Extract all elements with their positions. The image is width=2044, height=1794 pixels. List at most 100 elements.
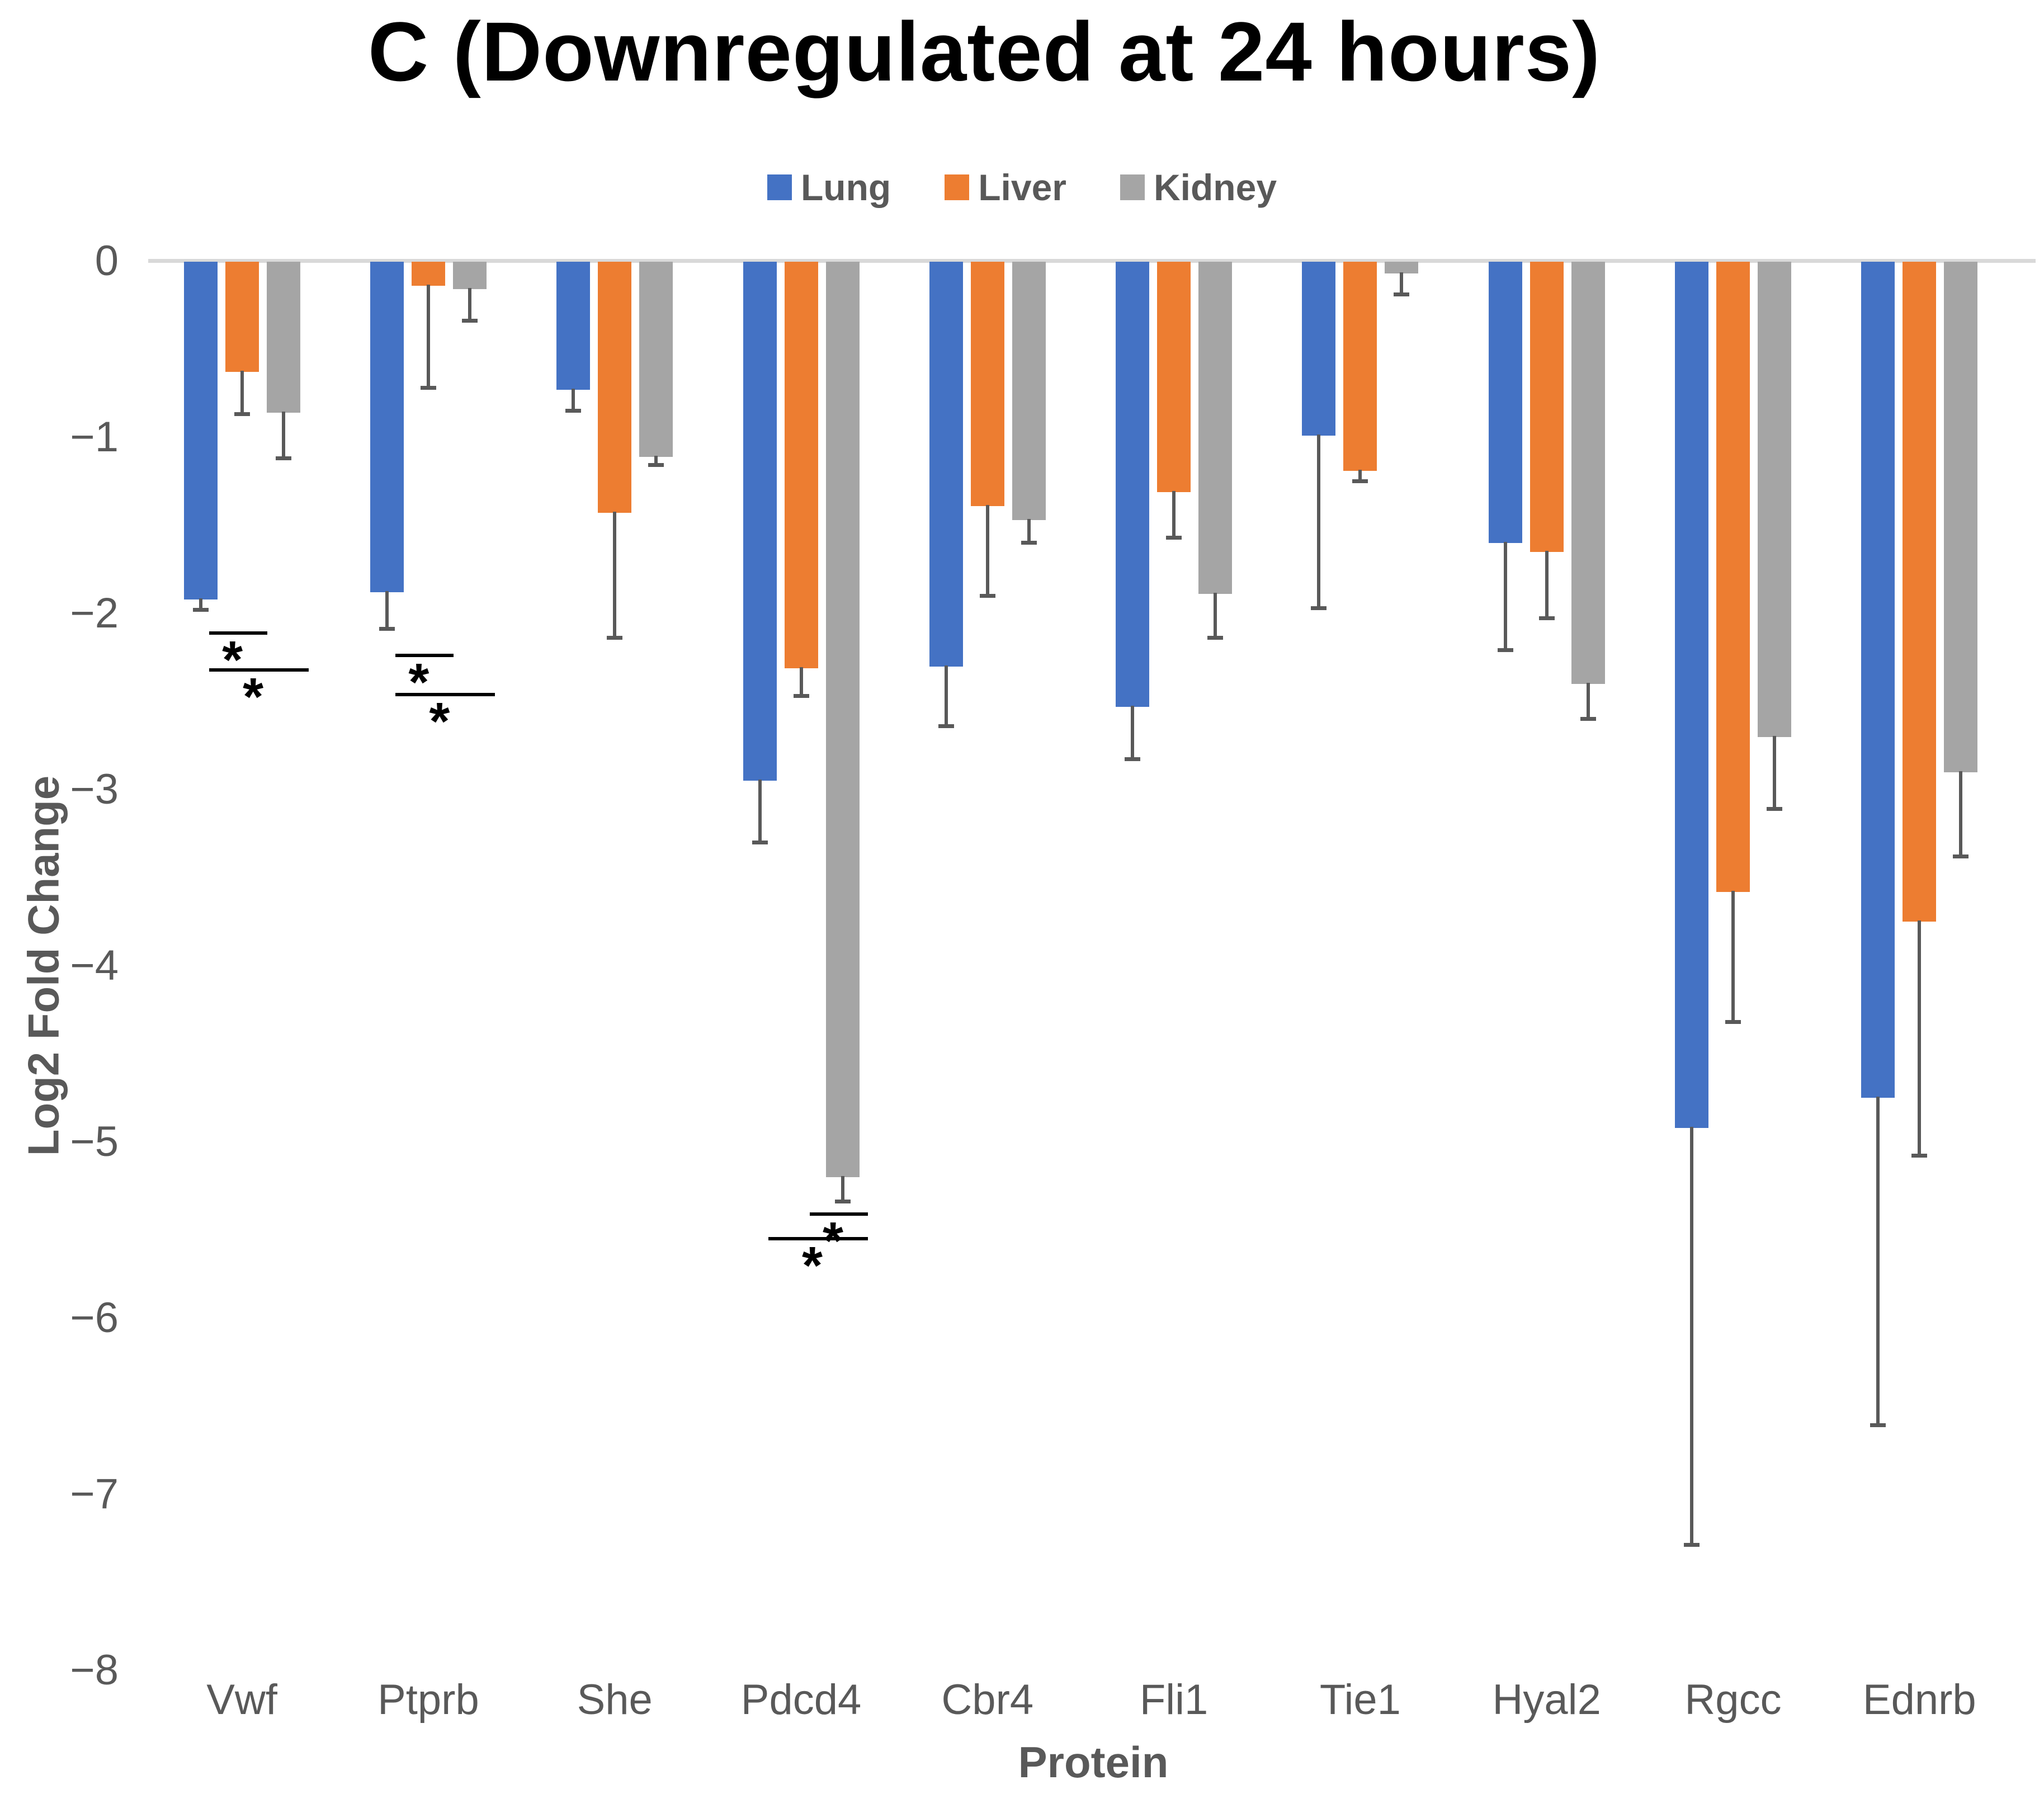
error-bar-cap-liver-ednrb — [1911, 1154, 1928, 1158]
y-tick-label-0: 0 — [95, 237, 119, 285]
bar-lung-vwf — [183, 262, 218, 599]
error-bar-kidney-she — [654, 456, 658, 465]
error-bar-cap-liver-tie1 — [1352, 479, 1368, 483]
error-bar-cap-kidney-tie1 — [1394, 292, 1410, 296]
error-bar-cap-lung-vwf — [192, 608, 209, 612]
bar-kidney-cbr4 — [1012, 262, 1046, 520]
significance-bracket-3 — [395, 654, 454, 657]
error-bar-cap-kidney-fli1 — [1207, 636, 1224, 640]
error-bar-cap-kidney-rgcc — [1767, 807, 1782, 811]
error-bar-cap-lung-tie1 — [1311, 606, 1327, 610]
error-bar-lung-she — [572, 389, 575, 411]
error-bar-cap-kidney-vwf — [275, 456, 291, 460]
bar-kidney-ednrb — [1944, 262, 1978, 772]
error-bar-liver-vwf — [240, 371, 244, 414]
legend-swatch-kidney — [1120, 174, 1145, 200]
error-bar-cap-liver-rgcc — [1725, 1020, 1741, 1024]
error-bar-liver-rgcc — [1731, 891, 1735, 1022]
bar-lung-cbr4 — [929, 262, 963, 667]
bar-liver-cbr4 — [970, 262, 1004, 506]
error-bar-kidney-hyal2 — [1586, 683, 1590, 719]
bar-kidney-pdcd4 — [825, 262, 860, 1177]
error-bar-lung-hyal2 — [1503, 542, 1507, 650]
bar-liver-she — [598, 262, 632, 513]
error-bar-liver-tie1 — [1358, 470, 1362, 481]
error-bar-lung-cbr4 — [944, 665, 948, 726]
significance-bracket-4 — [395, 693, 495, 696]
error-bar-cap-lung-rgcc — [1684, 1543, 1700, 1547]
significance-star-1: * — [222, 630, 243, 690]
bar-kidney-vwf — [266, 262, 300, 413]
significance-star-3: * — [408, 653, 429, 712]
bar-kidney-ptprb — [452, 262, 487, 289]
error-bar-liver-cbr4 — [985, 505, 989, 596]
error-bar-cap-liver-pdcd4 — [793, 694, 809, 698]
x-tick-label-tie1: Tie1 — [1319, 1676, 1401, 1724]
bar-lung-ptprb — [370, 262, 404, 592]
bar-lung-ednrb — [1861, 262, 1895, 1098]
error-bar-cap-liver-she — [607, 636, 623, 640]
x-tick-label-pdcd4: Pdcd4 — [740, 1676, 862, 1724]
y-tick-label--6: −6 — [70, 1294, 119, 1342]
error-bar-kidney-vwf — [281, 412, 285, 459]
legend-item-kidney: Kidney — [1120, 166, 1277, 209]
error-bar-liver-fli1 — [1172, 491, 1176, 538]
zero-baseline — [148, 259, 2036, 263]
bar-kidney-tie1 — [1385, 262, 1419, 273]
bar-liver-fli1 — [1157, 262, 1191, 492]
error-bar-lung-tie1 — [1317, 435, 1321, 608]
x-axis-title: Protein — [1018, 1738, 1169, 1787]
error-bar-lung-ednrb — [1876, 1097, 1880, 1425]
error-bar-cap-liver-vwf — [234, 412, 250, 416]
error-bar-lung-vwf — [199, 598, 202, 610]
bar-liver-ednrb — [1903, 262, 1937, 922]
error-bar-lung-fli1 — [1131, 706, 1135, 759]
significance-star-4: * — [429, 692, 450, 751]
bar-liver-rgcc — [1716, 262, 1750, 892]
error-bar-kidney-ednrb — [1959, 771, 1963, 857]
bar-lung-rgcc — [1675, 262, 1708, 1128]
error-bar-kidney-fli1 — [1214, 593, 1217, 638]
error-bar-kidney-tie1 — [1400, 272, 1404, 295]
legend-label-liver: Liver — [978, 167, 1066, 208]
error-bar-cap-liver-hyal2 — [1538, 616, 1555, 620]
x-tick-label-rgcc: Rgcc — [1684, 1676, 1782, 1724]
significance-star-6: * — [802, 1236, 823, 1295]
error-bar-lung-rgcc — [1690, 1127, 1693, 1545]
error-bar-cap-kidney-ptprb — [461, 319, 478, 323]
significance-bracket-1 — [209, 631, 267, 635]
legend-label-lung: Lung — [800, 167, 891, 208]
bar-lung-she — [556, 262, 591, 390]
legend-swatch-lung — [767, 174, 792, 200]
error-bar-cap-lung-fli1 — [1125, 757, 1141, 761]
error-bar-lung-ptprb — [385, 591, 389, 629]
error-bar-kidney-cbr4 — [1027, 519, 1031, 543]
error-bar-liver-ednrb — [1918, 920, 1922, 1156]
bar-kidney-she — [639, 262, 673, 457]
bar-lung-fli1 — [1116, 262, 1150, 707]
error-bar-liver-pdcd4 — [799, 667, 803, 696]
y-tick-label--8: −8 — [70, 1646, 119, 1694]
significance-bracket-5 — [809, 1212, 868, 1216]
error-bar-cap-lung-she — [565, 409, 582, 413]
error-bar-kidney-rgcc — [1773, 736, 1776, 809]
significance-star-5: * — [823, 1211, 843, 1271]
x-tick-label-she: She — [577, 1676, 653, 1724]
error-bar-liver-ptprb — [426, 285, 430, 388]
bar-liver-ptprb — [411, 262, 445, 286]
error-bar-lung-pdcd4 — [758, 780, 762, 843]
error-bar-cap-liver-ptprb — [420, 386, 436, 390]
bar-kidney-fli1 — [1198, 262, 1233, 594]
x-tick-label-cbr4: Cbr4 — [941, 1676, 1034, 1724]
error-bar-cap-lung-cbr4 — [938, 724, 954, 728]
significance-bracket-6 — [768, 1237, 868, 1240]
y-tick-label--7: −7 — [70, 1470, 119, 1518]
error-bar-cap-lung-hyal2 — [1497, 648, 1513, 652]
error-bar-liver-hyal2 — [1545, 551, 1549, 619]
x-tick-label-vwf: Vwf — [206, 1676, 277, 1724]
bar-lung-hyal2 — [1488, 262, 1522, 543]
error-bar-cap-liver-cbr4 — [979, 594, 995, 598]
x-tick-label-ednrb: Ednrb — [1862, 1676, 1976, 1724]
error-bar-cap-liver-fli1 — [1166, 536, 1182, 540]
error-bar-kidney-ptprb — [468, 288, 471, 321]
